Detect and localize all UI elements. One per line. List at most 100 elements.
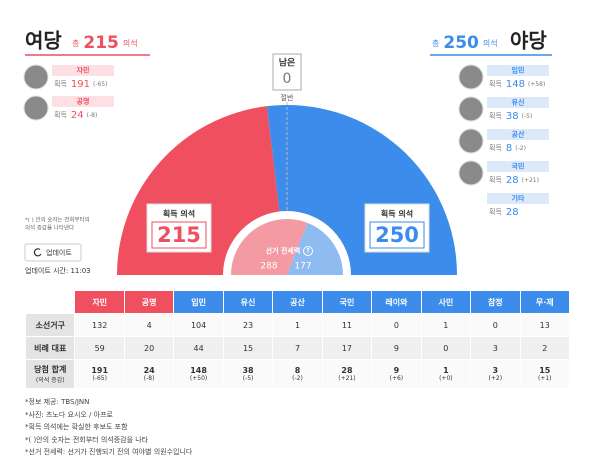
- party-tag: [487, 129, 549, 140]
- row-sublabel: (의석 증감): [35, 377, 65, 384]
- cell: 28 (+21): [321, 359, 373, 389]
- text-part: (+58): [528, 81, 545, 88]
- note: *( ) 안의 숫자는 전회부터의: [25, 216, 90, 224]
- cell: 9 (+6): [371, 359, 422, 389]
- help: ?: [306, 248, 310, 255]
- cell: 59: [74, 336, 125, 360]
- party-seats: 획득 148 (+58): [489, 79, 545, 90]
- row-label-text: 당첨 합계: [34, 365, 67, 374]
- party-name: 국민: [512, 162, 525, 171]
- corner: [24, 290, 76, 314]
- text-part: (-2): [515, 145, 526, 152]
- pre-label: 선거 전세력: [266, 246, 301, 255]
- footnote: *획득 의석에는 확실한 후보도 포함: [25, 423, 128, 431]
- remaining-box: [272, 53, 302, 91]
- party-name: 기타: [512, 194, 525, 203]
- cell: 3 (+2): [470, 359, 521, 389]
- cell-value: 59: [94, 343, 105, 353]
- cell: 104: [173, 313, 224, 337]
- pre-opposition: [287, 222, 343, 275]
- cell: 2: [519, 336, 571, 360]
- remaining-label: 남은: [279, 57, 296, 69]
- cell-value: 0: [492, 320, 498, 330]
- footnote: *( )안의 숫자는 전회부터 의석증감을 나타: [25, 435, 149, 444]
- party-seats: 획득 8 (-2): [489, 143, 526, 154]
- avatar: [458, 128, 484, 154]
- cell-value: 44: [193, 343, 204, 353]
- cell-value: 2: [542, 343, 548, 353]
- cell-value: 4: [146, 320, 152, 330]
- cell-value: 0: [393, 320, 399, 330]
- pre-ruling: [231, 219, 308, 275]
- seat-box-inner: [151, 221, 207, 249]
- avatar: [458, 64, 484, 90]
- row: 비례 대표 59 20 44 15 7 17 9 0 3 2: [24, 336, 571, 360]
- text-part: 획득: [489, 143, 502, 152]
- cell: 23: [222, 313, 274, 337]
- cell: 7: [272, 336, 323, 360]
- cell: 20: [123, 336, 175, 360]
- cell: 0: [470, 313, 521, 337]
- column-header: 자민: [74, 290, 125, 314]
- text-part: 28: [506, 207, 519, 218]
- cell-value: 3: [492, 343, 498, 353]
- text-part: 총: [432, 39, 439, 48]
- party-seats: 획득 28 (+21): [489, 175, 539, 186]
- ruling-total: 총 215 의석: [72, 33, 138, 53]
- text-part: 획득: [54, 79, 67, 88]
- cell: 8 (-2): [272, 359, 323, 389]
- cell: 11: [321, 313, 373, 337]
- column-header: 공명: [123, 290, 175, 314]
- party-tag: [487, 161, 549, 172]
- text-part: 215: [83, 33, 119, 53]
- cell-value: 20: [144, 343, 155, 353]
- text-part: (-65): [93, 81, 107, 88]
- footnotes: *정보 제공: TBS/JNN *사진: 츠노다 요시오 / 아프로 *획득 의석에…: [25, 396, 192, 459]
- seat-box-label: 획득 의석: [163, 209, 195, 219]
- column-header: 공산: [272, 290, 323, 314]
- party-seats: 획득 191 (-65): [54, 79, 107, 90]
- cell: 15: [222, 336, 274, 360]
- pre-opposition-value: 177: [294, 262, 311, 272]
- header-row: 자민 공명 입민 유신 공산 국민 레이와 사민 참정 무·제: [24, 290, 571, 314]
- cell-value: 15: [539, 366, 551, 375]
- text-part: 획득: [54, 110, 67, 119]
- party-name: 유신: [512, 98, 525, 107]
- pre-ruling-value: 288: [260, 262, 277, 272]
- avatar: [458, 160, 484, 186]
- avatar: [23, 95, 49, 121]
- column-header: 유신: [222, 290, 274, 314]
- column-header: 입민: [173, 290, 224, 314]
- column-header: 무·제: [519, 290, 571, 314]
- row-label-text: 소선거구: [35, 320, 65, 330]
- text-part: 148: [506, 79, 525, 90]
- help-icon: [303, 246, 313, 256]
- party-tag: [487, 65, 549, 76]
- row-label: 비례 대표: [24, 336, 76, 360]
- update-button[interactable]: [24, 243, 82, 262]
- cell-value: 191: [91, 366, 109, 375]
- footnote: *정보 제공: TBS/JNN: [25, 398, 90, 406]
- party-seats: 획득 28: [489, 207, 519, 218]
- seat-box-value: 215: [157, 223, 201, 247]
- cell-change: (+21): [338, 375, 356, 382]
- note: 의석 증감을 나타낸다: [25, 224, 74, 232]
- cell-value: 1: [443, 320, 449, 330]
- ruling-label: 여당: [25, 29, 62, 53]
- text-part: 8: [506, 143, 512, 154]
- cell-value: 24: [143, 366, 155, 375]
- text-part: 38: [506, 111, 519, 122]
- text-part: 획득: [489, 111, 502, 120]
- cell-value: 23: [242, 320, 254, 330]
- party-tag: [487, 193, 549, 204]
- text-part: (-5): [522, 113, 533, 120]
- cell: 15 (+1): [519, 359, 571, 389]
- party-name: 입민: [512, 66, 525, 75]
- cell-value: 8: [294, 366, 301, 375]
- cell-value: 13: [539, 320, 550, 330]
- cell-value: 132: [92, 320, 108, 330]
- cell: 9: [371, 336, 422, 360]
- cell-value: 11: [341, 320, 353, 330]
